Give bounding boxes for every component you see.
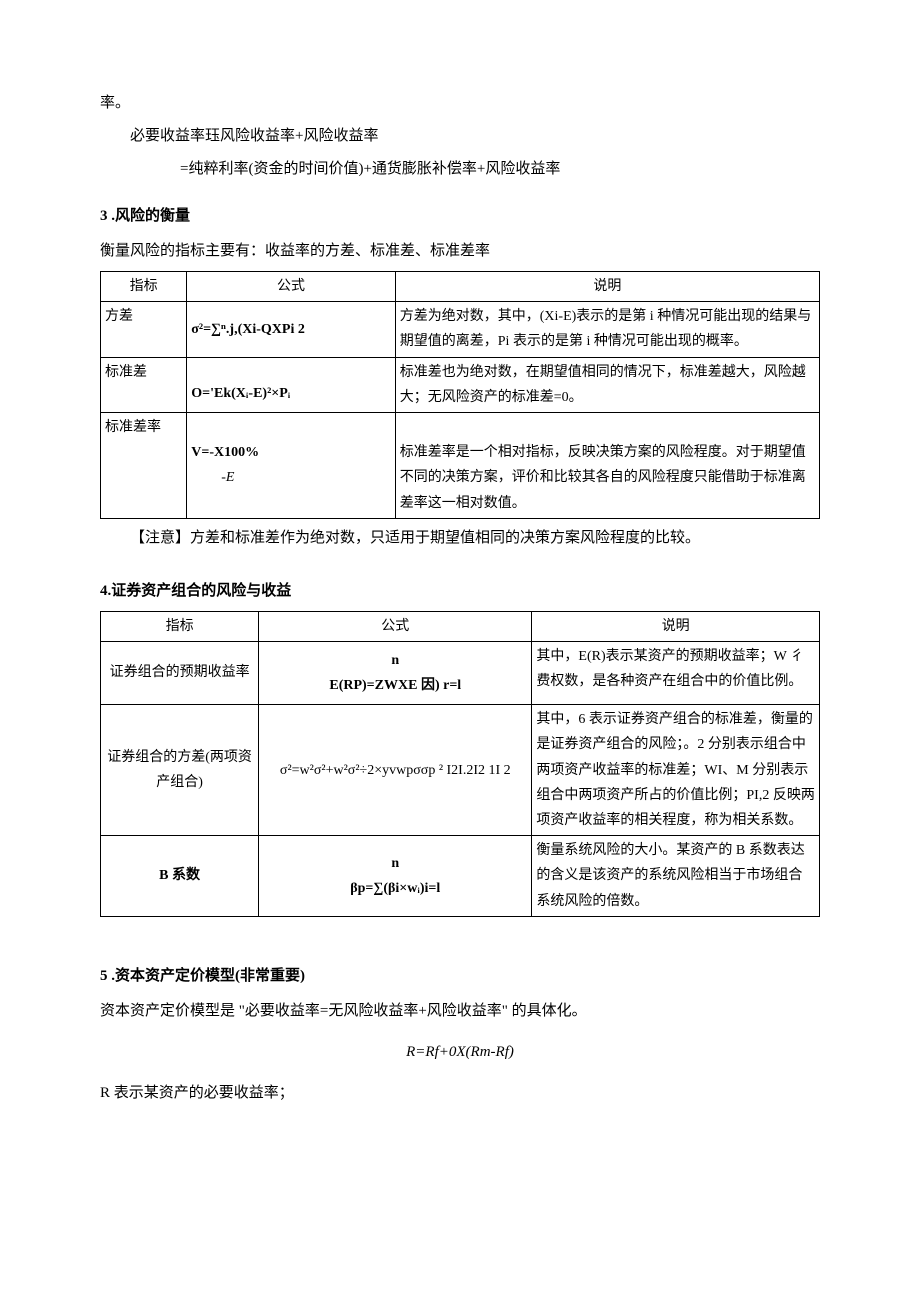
section-lead: 衡量风险的指标主要有：收益率的方差、标准差、标准差率: [100, 238, 820, 265]
section-title: 5 .资本资产定价模型(非常重要): [100, 963, 820, 990]
table-header: 指标: [101, 611, 259, 641]
formula-cell: σ²=w²σ²+w²σ²÷2×yvwpσσp ² I2I.2I2 1I 2: [259, 705, 532, 836]
formula-text: R=Rf+0X(Rm-Rf): [100, 1039, 820, 1066]
table-cell: 标准差也为绝对数，在期望值相同的情况下，标准差越大，风险越大；无风险资产的标准差…: [395, 357, 819, 412]
document-page: 率。 必要收益率珏风险收益率+风险收益率 =纯粹利率(资金的时间价值)+通货膨胀…: [100, 90, 820, 1107]
formula-inner: R=Rf+0X(Rm-Rf): [406, 1044, 514, 1060]
formula-text: n: [263, 851, 527, 876]
table-cell: 方差: [101, 302, 187, 357]
table-row: 方差 σ²=∑ⁿ.j,(Xi-QXPi 2 方差为绝对数，其中，(Xi-E)表示…: [101, 302, 820, 357]
formula-text: n: [263, 648, 527, 673]
table-header-row: 指标 公式 说明: [101, 272, 820, 302]
text-line: 率。: [100, 90, 820, 117]
formula-text: σ²=∑ⁿ.j,(Xi-QXPi 2: [191, 322, 305, 337]
table-cell: 证券组合的方差(两项资产组合): [101, 705, 259, 836]
formula-cell: n βp=∑(βi×wᵢ)i=l: [259, 836, 532, 917]
note-text: R 表示某资产的必要收益率；: [100, 1080, 820, 1107]
cell-text: 标准差率是一个相对指标，反映决策方案的风险程度。对于期望值不同的决策方案，评价和…: [400, 445, 806, 510]
text-line: 必要收益率珏风险收益率+风险收益率: [100, 123, 820, 150]
table-header: 公式: [187, 272, 396, 302]
table-cell: 其中，E(R)表示某资产的预期收益率；W 彳费权数，是各种资产在组合中的价值比例…: [532, 641, 820, 704]
table-header-row: 指标 公式 说明: [101, 611, 820, 641]
formula-text: βp=∑(βi×wᵢ)i=l: [263, 876, 527, 901]
section-title: 4.证券资产组合的风险与收益: [100, 578, 820, 605]
table-cell: B 系数: [101, 836, 259, 917]
text-line: =纯粹利率(资金的时间价值)+通货膨胀补偿率+风险收益率: [100, 156, 820, 183]
portfolio-table: 指标 公式 说明 证券组合的预期收益率 n E(RP)=ZWXE 因) r=l …: [100, 611, 820, 917]
table-cell: 标准差率: [101, 412, 187, 518]
formula-text: E(RP)=ZWXE 因) r=l: [263, 673, 527, 698]
table-header: 指标: [101, 272, 187, 302]
table-cell: 标准差率是一个相对指标，反映决策方案的风险程度。对于期望值不同的决策方案，评价和…: [395, 412, 819, 518]
table-header: 公式: [259, 611, 532, 641]
table-header: 说明: [532, 611, 820, 641]
table-header: 说明: [395, 272, 819, 302]
section-title: 3 .风险的衡量: [100, 203, 820, 230]
table-cell: 方差为绝对数，其中，(Xi-E)表示的是第 i 种情况可能出现的结果与期望值的离…: [395, 302, 819, 357]
formula-cell: V=-X100% -E: [187, 412, 396, 518]
table-row: B 系数 n βp=∑(βi×wᵢ)i=l 衡量系统风险的大小。某资产的 B 系…: [101, 836, 820, 917]
table-cell: 标准差: [101, 357, 187, 412]
formula-cell: σ²=∑ⁿ.j,(Xi-QXPi 2: [187, 302, 396, 357]
table-cell: 证券组合的预期收益率: [101, 641, 259, 704]
formula-cell: n E(RP)=ZWXE 因) r=l: [259, 641, 532, 704]
formula-text: V=-X100%: [191, 440, 391, 465]
formula-cell: O='Ek(Xᵢ-E)²×Pᵢ: [187, 357, 396, 412]
formula-text: σ²=w²σ²+w²σ²÷2×yvwpσσp ² I2I.2I2 1I 2: [280, 763, 511, 778]
note-text: 【注意】方差和标准差作为绝对数，只适用于期望值相同的决策方案风险程度的比较。: [100, 525, 820, 552]
table-row: 标准差率 V=-X100% -E 标准差率是一个相对指标，反映决策方案的风险程度…: [101, 412, 820, 518]
table-row: 证券组合的预期收益率 n E(RP)=ZWXE 因) r=l 其中，E(R)表示…: [101, 641, 820, 704]
formula-text: O='Ek(Xᵢ-E)²×Pᵢ: [191, 386, 290, 401]
table-cell: 其中，6 表示证券资产组合的标准差，衡量的是证券资产组合的风险；。2 分别表示组…: [532, 705, 820, 836]
table-cell: 衡量系统风险的大小。某资产的 B 系数表达的含义是该资产的系统风险相当于市场组合…: [532, 836, 820, 917]
section-lead: 资本资产定价模型是 "必要收益率=无风险收益率+风险收益率" 的具体化。: [100, 998, 820, 1025]
table-row: 标准差 O='Ek(Xᵢ-E)²×Pᵢ 标准差也为绝对数，在期望值相同的情况下，…: [101, 357, 820, 412]
table-row: 证券组合的方差(两项资产组合) σ²=w²σ²+w²σ²÷2×yvwpσσp ²…: [101, 705, 820, 836]
risk-measure-table: 指标 公式 说明 方差 σ²=∑ⁿ.j,(Xi-QXPi 2 方差为绝对数，其中…: [100, 271, 820, 519]
formula-text: -E: [191, 465, 391, 490]
